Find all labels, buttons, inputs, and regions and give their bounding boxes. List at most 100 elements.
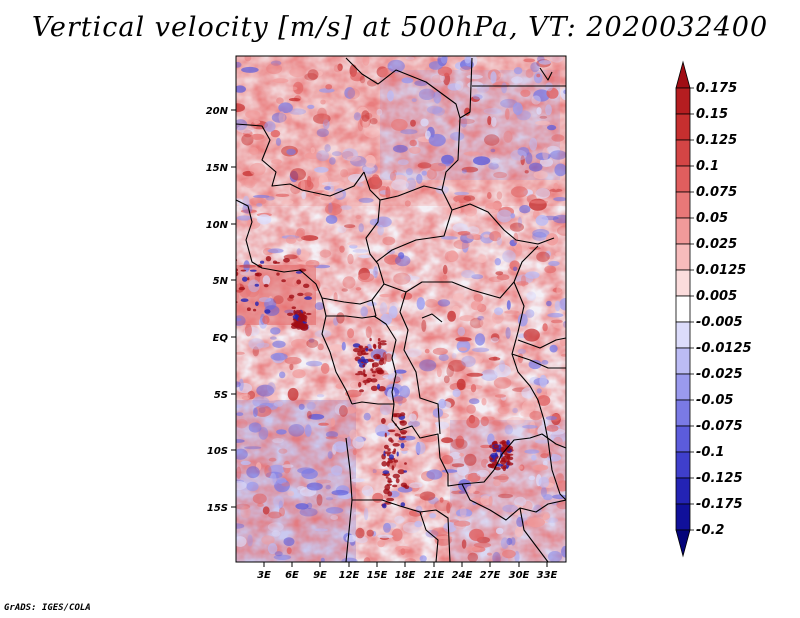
colorbar: 0.175 0.15 0.125 0.1 0.075 0.05 0.025 0.0125 0.0…	[675, 60, 752, 558]
convective-cell	[357, 350, 363, 357]
field-blob	[550, 56, 564, 63]
field-blob	[521, 387, 536, 399]
convective-cell	[395, 478, 400, 484]
field-blob	[246, 466, 260, 479]
field-blob	[524, 449, 540, 454]
convective-cell	[213, 261, 218, 266]
field-blob	[550, 150, 566, 160]
field-blob	[236, 215, 253, 221]
convective-cell	[219, 269, 222, 273]
field-blob	[316, 150, 329, 162]
field-blob	[236, 466, 242, 479]
field-blob	[376, 431, 390, 437]
field-blob	[253, 194, 270, 199]
field-blob	[493, 171, 507, 179]
convective-cell	[378, 386, 386, 392]
field-blob	[490, 71, 497, 84]
field-blob	[442, 274, 448, 280]
field-blob	[421, 433, 438, 443]
field-blob	[364, 127, 380, 138]
field-blob	[524, 170, 529, 174]
field-blob	[461, 355, 476, 368]
colorbar-label: 0.175	[696, 81, 737, 96]
field-blob	[247, 390, 256, 400]
convective-cell	[400, 502, 406, 507]
field-blob	[325, 431, 339, 438]
convective-cell	[499, 441, 506, 445]
field-blob	[428, 61, 443, 70]
field-blob	[358, 254, 372, 259]
convective-cell	[296, 279, 302, 285]
field-blob	[404, 348, 422, 358]
field-blob	[359, 75, 366, 84]
convective-cell	[294, 309, 302, 315]
convective-cell	[382, 503, 387, 509]
field-blob	[534, 439, 550, 444]
field-blob	[528, 475, 536, 481]
field-blob	[288, 108, 307, 115]
field-blob	[459, 506, 467, 518]
field-blob	[299, 507, 318, 517]
field-blob	[477, 315, 485, 321]
field-blob	[284, 309, 295, 314]
field-blob	[553, 197, 566, 202]
convective-cell	[501, 457, 506, 462]
colorbar-swatch	[675, 477, 691, 505]
convective-cell	[358, 381, 362, 388]
field-blob	[257, 503, 264, 507]
field-blob	[554, 300, 561, 312]
field-blob	[447, 310, 456, 322]
field-blob	[281, 199, 294, 205]
field-blob	[472, 94, 483, 100]
field-blob	[481, 397, 487, 406]
field-blob	[492, 551, 501, 562]
convective-cell	[295, 271, 303, 274]
field-blob	[410, 119, 416, 127]
field-blob	[366, 529, 374, 537]
field-blob	[465, 213, 479, 223]
field-blob	[313, 113, 331, 124]
field-blob	[342, 276, 356, 289]
field-blob	[240, 505, 251, 519]
field-blob	[491, 157, 500, 164]
field-blob	[387, 90, 394, 102]
field-blob	[286, 148, 296, 156]
field-blob	[325, 485, 331, 490]
field-blob	[319, 88, 335, 93]
convective-cell	[384, 432, 387, 438]
field-blob	[435, 421, 450, 430]
field-blob	[425, 130, 431, 140]
lon-axis: 3E 6E 9E 12E 15E 18E 21E 24E 27E 30E 33E	[257, 562, 558, 581]
convective-cell	[506, 462, 514, 466]
field-blob	[545, 233, 559, 246]
field-blob	[278, 102, 293, 113]
field-blob	[414, 493, 425, 497]
field-blob	[289, 86, 298, 91]
convective-cell	[370, 368, 374, 372]
lat-axis: 20N 15N 10N 5N EQ 5S 10S 15S	[206, 106, 236, 514]
field-blob	[468, 189, 482, 193]
field-blob	[258, 297, 272, 303]
field-blob	[450, 438, 468, 450]
convective-cell	[506, 453, 514, 456]
field-blob	[469, 528, 484, 542]
field-blob	[336, 312, 345, 324]
field-blob	[404, 536, 413, 545]
colorbar-swatch	[675, 269, 691, 297]
field-blob	[480, 444, 492, 449]
field-blob	[240, 178, 258, 186]
convective-cell	[301, 324, 309, 330]
field-blob	[431, 74, 444, 84]
field-blob	[364, 154, 376, 168]
field-blob	[489, 231, 502, 242]
credit-text: GrADS: IGES/COLA	[4, 603, 91, 613]
field-blob	[543, 494, 553, 501]
convective-cell	[378, 359, 384, 366]
field-blob	[447, 83, 461, 91]
field-blob	[438, 398, 447, 409]
convective-cell	[399, 430, 408, 434]
field-blob	[515, 243, 523, 257]
field-blob	[488, 162, 499, 170]
colorbar-swatch	[675, 399, 691, 427]
field-blob	[337, 225, 347, 233]
